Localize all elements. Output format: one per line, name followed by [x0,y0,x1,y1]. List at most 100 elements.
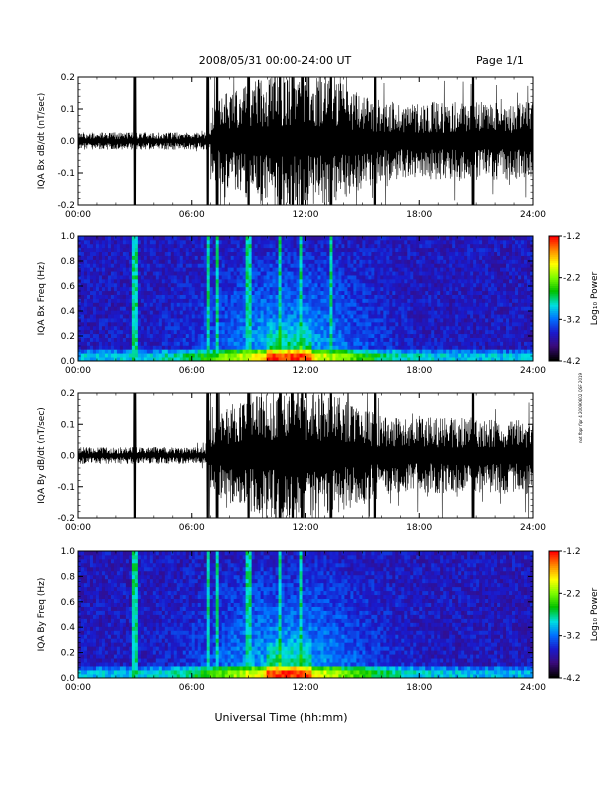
heatmap-cell [119,275,124,280]
heatmap-cell [146,353,151,358]
heatmap-cell [179,286,184,292]
heatmap-cell [518,357,522,362]
heatmap-cell [200,247,205,253]
heatmap-cell [116,282,121,288]
heatmap-cell [440,325,444,331]
heatmap-cell [134,282,139,288]
heatmap-cell [251,306,256,311]
heatmap-cell [473,333,477,338]
heatmap-cell [248,333,253,338]
heatmap-cell [479,349,483,354]
heatmap-cell [254,243,258,249]
heatmap-cell [518,314,522,319]
heatmap-cell [353,345,357,350]
heatmap-cell [116,255,121,260]
heatmap-cell [467,329,471,335]
heatmap-cell [461,282,465,288]
heatmap-cell [314,333,318,338]
heatmap-cell [86,247,91,253]
heatmap-cell [281,282,285,288]
heatmap-cell [356,337,360,342]
heatmap-cell [338,310,342,315]
heatmap-cell [248,290,253,295]
heatmap-cell [464,239,468,245]
heatmap-cell [374,302,378,307]
heatmap-cell [368,349,372,354]
y-axis-label: IQA Bx dB/dt (nT/sec) [37,93,47,190]
heatmap-cell [272,247,276,253]
series-line [77,76,534,206]
heatmap-cell [455,333,459,338]
heatmap-cell [221,357,226,362]
heatmap-cell [170,302,175,307]
heatmap-cell [398,275,402,280]
heatmap-cell [185,282,190,288]
heatmap-cell [290,263,294,268]
heatmap-cell [410,271,414,276]
heatmap-cell [128,263,133,268]
heatmap-cell [146,290,151,295]
heatmap-cell [422,337,426,342]
heatmap-cell [332,263,336,268]
heatmap-cell [119,329,124,335]
heatmap-cell [98,310,103,315]
heatmap-cell [104,251,109,256]
heatmap-cell [206,282,211,288]
heatmap-cell [461,310,465,315]
heatmap-cell [425,263,429,268]
heatmap-cell [263,349,267,354]
heatmap-cell [374,333,378,338]
heatmap-cell [281,341,285,346]
heatmap-cell [377,263,381,268]
heatmap-cell [443,259,447,264]
heatmap-cell [326,278,330,284]
heatmap-cell [428,236,432,241]
heatmap-cell [308,345,312,350]
heatmap-cell [89,294,94,299]
heatmap-cell [332,290,336,295]
heatmap-cell [245,236,250,241]
heatmap-cell [251,357,256,362]
heatmap-cell [509,275,513,280]
heatmap-cell [461,286,465,292]
heatmap-cell [248,325,253,331]
heatmap-cell [194,325,199,331]
heatmap-cell [89,263,94,268]
heatmap-cell [179,275,184,280]
heatmap-cell [266,259,270,264]
heatmap-cell [362,267,366,272]
heatmap-cell [398,298,402,303]
heatmap-cell [371,271,375,276]
heatmap-cell [314,357,318,362]
heatmap-cell [398,251,402,256]
heatmap-cell [314,282,318,288]
heatmap-cell [314,349,318,354]
heatmap-cell [152,290,157,295]
heatmap-cell [140,349,145,354]
heatmap-cell [116,271,121,276]
heatmap-cell [191,341,196,346]
heatmap-cell [338,239,342,245]
heatmap-cell [110,353,115,358]
heatmap-cell [377,236,381,241]
heatmap-cell [488,275,492,280]
heatmap-cell [146,306,151,311]
heatmap-cell [83,294,88,299]
heatmap-cell [281,345,285,350]
heatmap-cell [500,267,504,272]
heatmap-cell [134,325,139,331]
heatmap-cell [134,263,139,268]
heatmap-cell [512,282,516,288]
heatmap-cell [470,337,474,342]
heatmap-cell [242,263,247,268]
heatmap-cell [371,243,375,249]
heatmap-cell [452,345,456,350]
heatmap-cell [347,333,351,338]
heatmap-cell [161,329,166,335]
heatmap-cell [350,298,354,303]
heatmap-cell [251,290,256,295]
heatmap-cell [89,278,94,284]
heatmap-cell [341,290,345,295]
heatmap-cell [500,255,504,260]
heatmap-cell [230,298,235,303]
